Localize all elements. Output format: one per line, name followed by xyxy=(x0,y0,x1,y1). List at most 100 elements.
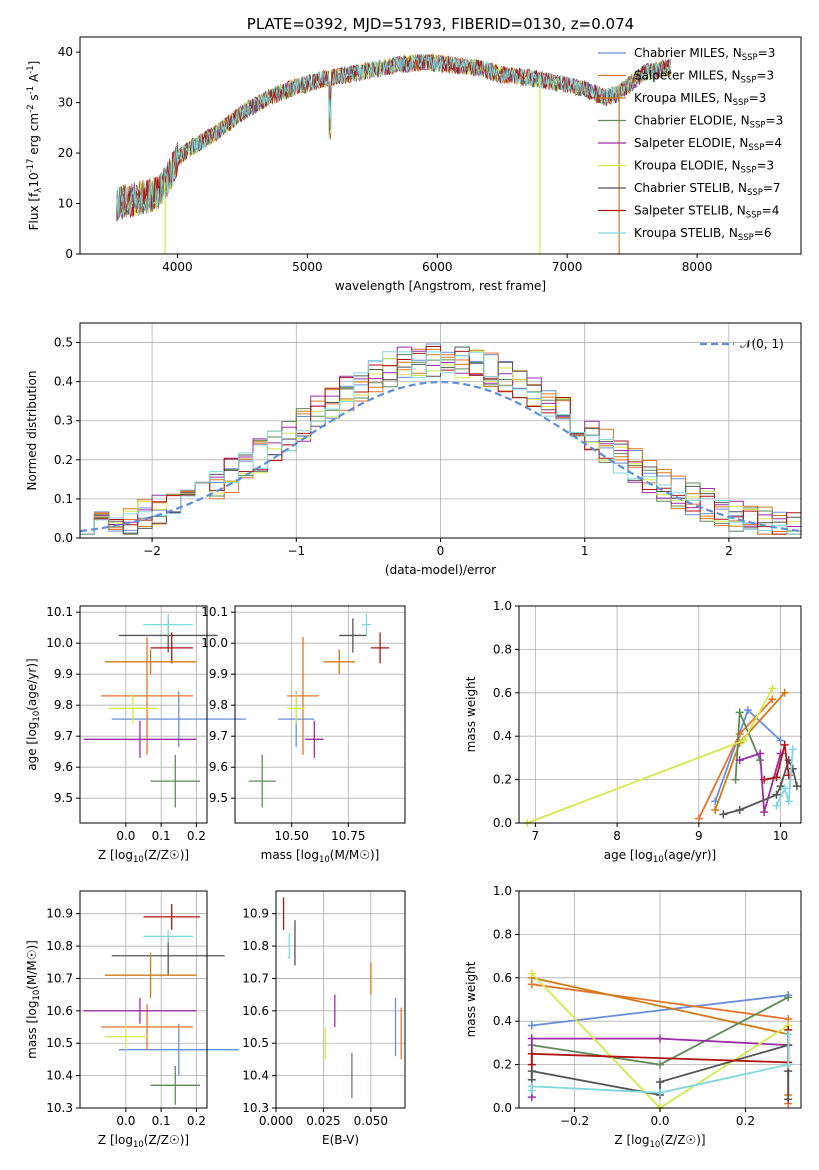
errorbar-point xyxy=(371,632,390,664)
x-tick-label: 0.000 xyxy=(259,1114,293,1128)
errorbar-point xyxy=(287,637,319,755)
y-tick-label: 10.0 xyxy=(46,636,73,650)
y-tick-label: 9.5 xyxy=(209,791,228,805)
series-line xyxy=(723,757,798,816)
y-tick-label: 9.8 xyxy=(209,698,228,712)
panel-mass_vs_Z: 0.0 0.1 0.2 10.3 10.4 10.5 10.6 10.7 10.8 10.9 Z [… xyxy=(25,890,239,1150)
x-tick-label: 0.1 xyxy=(152,1114,171,1128)
plus-marker xyxy=(711,805,720,814)
y-tick-label: 0.3 xyxy=(54,414,73,428)
x-tick-label: −1 xyxy=(287,544,305,558)
plus-marker xyxy=(780,740,789,749)
axes-frame xyxy=(79,36,802,255)
panel-spectrum: 4000 5000 6000 7000 8000 0 10 20 30 40 wavelength … xyxy=(26,36,802,293)
plus-marker xyxy=(784,1095,793,1104)
errorbar-point xyxy=(104,1023,148,1050)
y-tick-label: 10 xyxy=(58,197,73,211)
plus-marker xyxy=(743,706,752,715)
y-tick-label: 0.0 xyxy=(493,1101,512,1115)
plot-area xyxy=(83,613,246,808)
errorbar-point xyxy=(118,1023,239,1076)
plus-marker xyxy=(784,1030,793,1039)
errorbar-point xyxy=(108,692,158,724)
y-tick-label: 10.1 xyxy=(46,605,73,619)
plus-marker xyxy=(739,736,748,745)
y-tick-label: 0.4 xyxy=(493,729,512,743)
y-tick-label: 10.8 xyxy=(242,939,269,953)
plus-marker xyxy=(780,688,789,697)
plus-marker xyxy=(784,993,793,1002)
x-tick-label: 10 xyxy=(773,829,788,843)
plus-marker xyxy=(776,782,785,791)
y-tick-label: 0.5 xyxy=(54,336,73,350)
y-tick-label: 10.1 xyxy=(201,605,228,619)
panel-age_vs_Z: 0.0 0.1 0.2 9.5 9.6 9.7 9.8 9.9 10.0 10.1 Z [log10… xyxy=(25,605,246,865)
errorbar-point xyxy=(111,691,246,748)
y-tick-label: 10.7 xyxy=(46,971,73,985)
plus-marker xyxy=(527,1021,536,1030)
plus-marker xyxy=(694,814,703,823)
errorbar-point xyxy=(339,618,367,653)
y-tick-label: 0.0 xyxy=(54,531,73,545)
y-tick-label: 0.4 xyxy=(493,1014,512,1028)
legend-entry: Kroupa MILES, NSSP​=3 xyxy=(634,91,766,108)
plus-marker xyxy=(735,805,744,814)
plus-marker xyxy=(735,756,744,765)
panel-massweight_vs_Z: −0.2 0.0 0.2 0.0 0.2 0.4 0.6 0.8 1.0 Z [log10​(Z/… xyxy=(464,884,802,1150)
x-axis-label: Z [log10​(Z/Z☉)] xyxy=(98,848,189,865)
x-tick-label: 8000 xyxy=(682,260,713,274)
axes-frame xyxy=(79,605,208,824)
x-tick-label: 1 xyxy=(581,544,589,558)
legend-entry: Kroupa STELIB, NSSP​=6 xyxy=(634,226,772,243)
spectrum-line xyxy=(116,53,671,222)
plus-marker xyxy=(527,1082,536,1091)
y-tick-label: 10.8 xyxy=(46,939,73,953)
plus-marker xyxy=(656,1034,664,1043)
errorbar-point xyxy=(323,649,356,675)
x-tick-label: 10.50 xyxy=(274,829,308,843)
series-line xyxy=(764,744,790,781)
axes-frame xyxy=(234,605,406,824)
y-tick-label: 10.4 xyxy=(242,1069,269,1083)
errorbar-point xyxy=(143,929,193,943)
y-tick-label: 10.3 xyxy=(46,1101,73,1115)
plus-marker xyxy=(527,969,536,978)
plus-marker xyxy=(780,784,789,793)
plus-marker xyxy=(656,1088,664,1097)
plot-area xyxy=(527,969,793,1112)
panel-residuals: −2 −1 0 1 2 0.0 0.1 0.2 0.3 0.4 0.5 (data-model)/er… xyxy=(25,322,802,577)
errorbar-point xyxy=(104,649,197,675)
plot-area xyxy=(523,684,801,827)
y-tick-label: 10.9 xyxy=(46,907,73,921)
plus-marker xyxy=(792,782,801,791)
chart-title: PLATE=0392, MJD=51793, FIBERID=0130, z=0… xyxy=(247,15,634,33)
x-tick-label: 10.75 xyxy=(331,829,365,843)
y-tick-label: 10.7 xyxy=(242,971,269,985)
series-line xyxy=(775,749,794,806)
x-tick-label: −0.2 xyxy=(560,1114,589,1128)
legend-entry: Chabrier MILES, NSSP​=3 xyxy=(634,46,775,63)
x-tick-label: 0.050 xyxy=(354,1114,388,1128)
y-tick-label: 10.6 xyxy=(242,1004,269,1018)
plus-marker xyxy=(735,730,744,739)
y-tick-label: 9.7 xyxy=(54,729,73,743)
plus-marker xyxy=(656,1060,664,1069)
legend-entry: Chabrier ELODIE, NSSP​=3 xyxy=(634,114,783,131)
y-axis-label: mass weight xyxy=(464,676,478,752)
plus-marker xyxy=(756,749,765,758)
errorbar-point xyxy=(143,613,193,636)
x-axis-label: age [log10​(age/yr)] xyxy=(604,848,716,865)
x-axis-label: mass [log10​(M/M☉)] xyxy=(261,848,380,865)
plot-area xyxy=(248,613,390,808)
y-tick-label: 40 xyxy=(58,45,73,59)
plus-marker xyxy=(719,810,728,819)
plus-marker xyxy=(772,801,781,810)
plus-marker xyxy=(768,684,777,693)
plot-area xyxy=(282,897,402,1099)
spectrum-line xyxy=(116,54,671,222)
y-tick-label: 9.6 xyxy=(209,760,228,774)
plus-marker xyxy=(731,775,740,784)
x-tick-label: 0.1 xyxy=(152,829,171,843)
x-axis-label: E(B-V) xyxy=(322,1133,359,1147)
